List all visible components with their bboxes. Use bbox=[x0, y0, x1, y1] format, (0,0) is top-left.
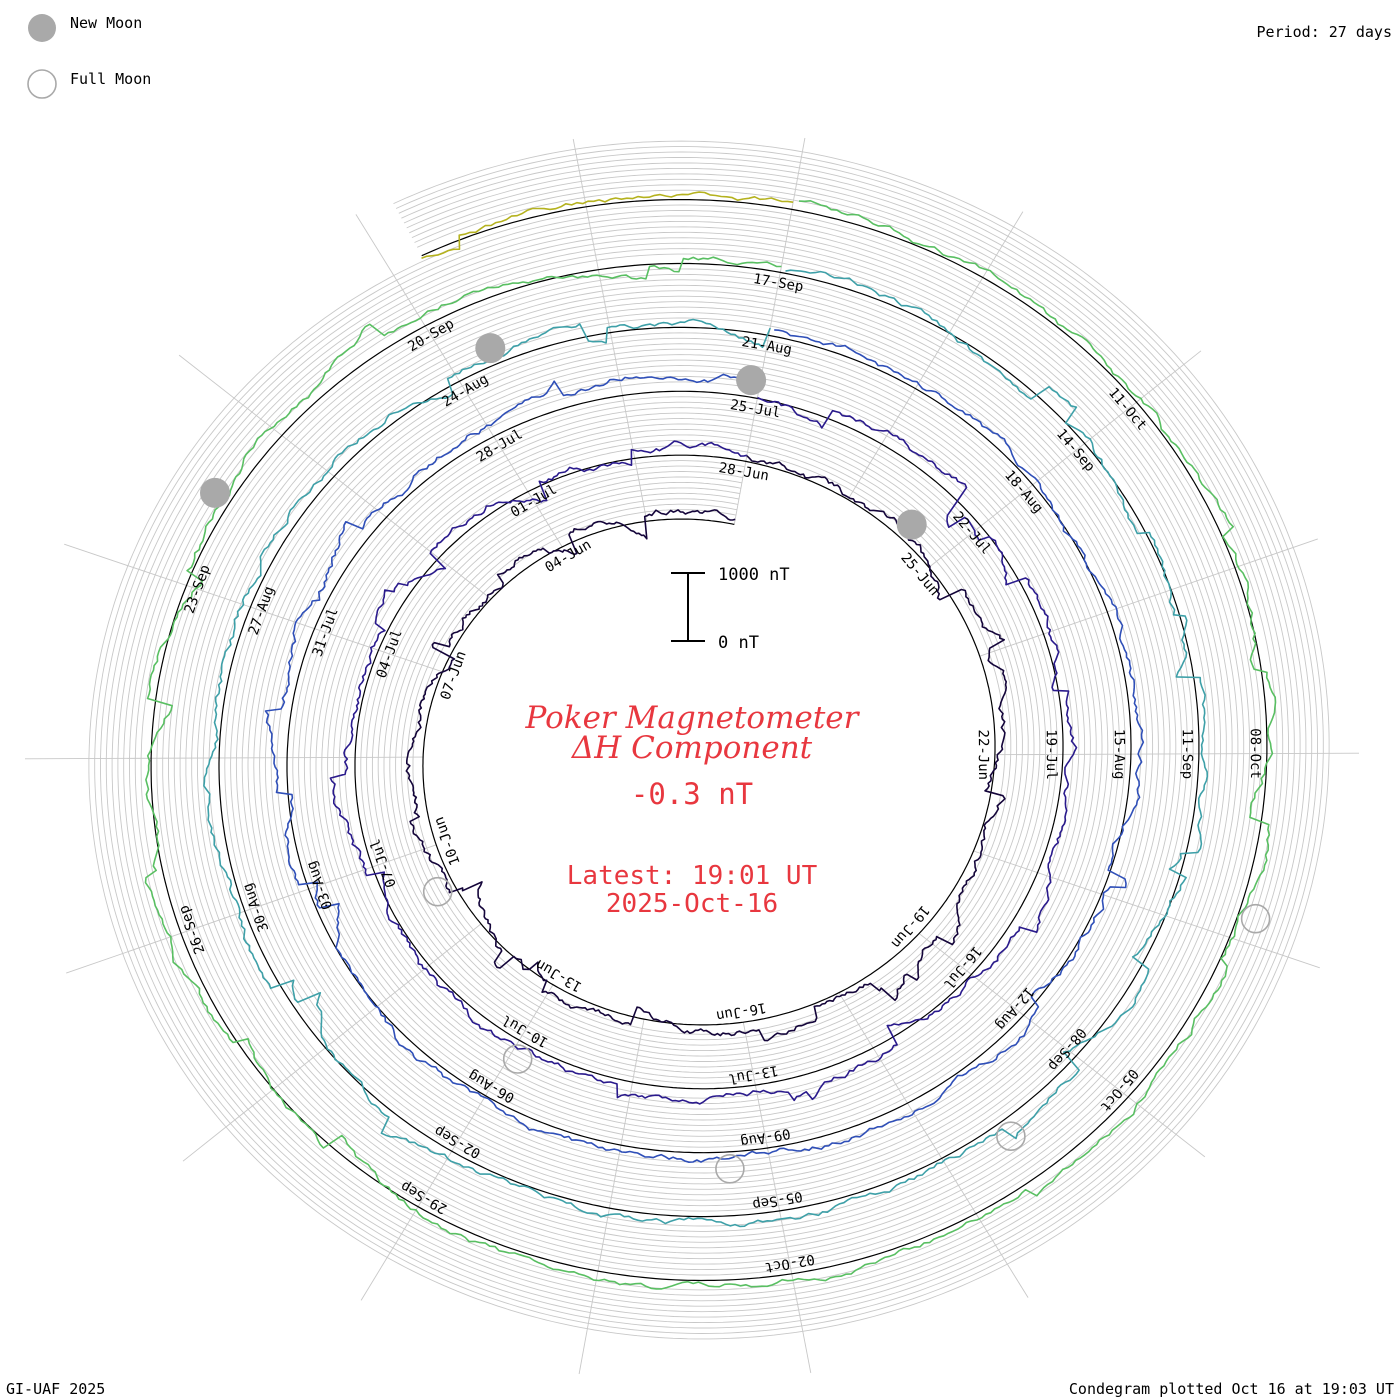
footer-plot-time: Condegram plotted Oct 16 at 19:03 UT bbox=[1069, 1380, 1394, 1398]
period-label: Period: 27 days bbox=[1257, 23, 1392, 41]
date-tick-label: 19-Jul bbox=[1043, 729, 1059, 780]
full-moon-marker bbox=[996, 1121, 1026, 1151]
grid-spiral bbox=[88, 140, 1330, 1340]
date-tick-label: 21-Aug bbox=[740, 334, 793, 358]
grid-spiral bbox=[111, 162, 1307, 1318]
grid-spoke bbox=[838, 992, 1029, 1298]
scale-bar bbox=[671, 572, 705, 642]
latest-date: 2025-Oct-16 bbox=[606, 889, 778, 919]
new-moon-marker bbox=[200, 477, 230, 508]
trace-turn-2 bbox=[329, 396, 1078, 1105]
grid-layer bbox=[24, 137, 1360, 1375]
new-moon-label: New Moon bbox=[70, 14, 142, 32]
grid-spoke bbox=[182, 923, 482, 1162]
full-moon-label: Full Moon bbox=[70, 70, 151, 88]
grid-spiral bbox=[105, 157, 1313, 1324]
grid-spoke bbox=[918, 933, 1206, 1158]
trace-turn-1 bbox=[405, 455, 1007, 1042]
new-moon-legend-icon bbox=[28, 14, 56, 42]
grid-spoke bbox=[742, 1022, 812, 1374]
grid-spoke bbox=[66, 844, 437, 974]
date-tick-label: 28-Jun bbox=[717, 460, 770, 484]
full-moon-marker bbox=[715, 1154, 745, 1184]
trace-turn-3 bbox=[264, 329, 1145, 1163]
baseline-spiral bbox=[150, 199, 1268, 1282]
full-moon-marker bbox=[502, 1044, 533, 1074]
date-tick-label: 08-Oct bbox=[1247, 728, 1263, 779]
grid-spiral bbox=[94, 146, 1324, 1334]
new-moon-marker bbox=[475, 333, 506, 364]
grid-spoke bbox=[973, 850, 1320, 969]
grid-spoke bbox=[360, 984, 554, 1301]
trace-turn-6 bbox=[421, 191, 794, 260]
chart-subtitle: ΔH Component bbox=[571, 730, 813, 766]
grid-spoke bbox=[178, 354, 492, 600]
footer-credit: GI-UAF 2025 bbox=[6, 1380, 105, 1398]
full-moon-marker bbox=[422, 876, 453, 907]
date-tick-label: 07-Jun bbox=[438, 649, 470, 702]
grid-spiral bbox=[129, 178, 1289, 1302]
trace-layer bbox=[144, 191, 1277, 1290]
trace-turn-5 bbox=[144, 200, 1277, 1290]
full-moon-marker bbox=[1240, 903, 1271, 934]
date-tick-label: 10-Jun bbox=[431, 814, 464, 867]
chart-title: Poker Magnetometer bbox=[525, 700, 861, 736]
date-tick-label: 11-Sep bbox=[1179, 729, 1195, 780]
grid-spiral bbox=[140, 189, 1278, 1291]
grid-spoke bbox=[847, 211, 1024, 500]
new-moon-marker bbox=[896, 509, 927, 540]
scale-bottom-label: 0 nT bbox=[718, 633, 759, 653]
grid-spoke bbox=[578, 1019, 645, 1375]
grid-spiral bbox=[117, 167, 1301, 1313]
date-tick-label: 25-Jul bbox=[729, 397, 782, 421]
date-tick-label: 17-Sep bbox=[752, 271, 805, 295]
date-tick-label: 22-Jun bbox=[975, 729, 991, 780]
latest-time: Latest: 19:01 UT bbox=[567, 861, 818, 891]
grid-spiral bbox=[100, 151, 1318, 1329]
scale-top-label: 1000 nT bbox=[718, 565, 790, 585]
trace-turn-4 bbox=[203, 269, 1209, 1228]
grid-spoke bbox=[979, 538, 1318, 657]
full-moon-legend-icon bbox=[27, 69, 57, 99]
new-moon-marker bbox=[736, 365, 767, 396]
grid-spoke bbox=[24, 756, 424, 760]
grid-spoke bbox=[994, 752, 1360, 756]
moon-layer bbox=[200, 333, 1271, 1184]
current-value: -0.3 nT bbox=[631, 777, 753, 811]
grid-spoke bbox=[64, 543, 443, 673]
date-tick-label: 15-Aug bbox=[1111, 729, 1127, 780]
grid-spiral bbox=[123, 173, 1295, 1307]
grid-spoke bbox=[572, 138, 648, 522]
